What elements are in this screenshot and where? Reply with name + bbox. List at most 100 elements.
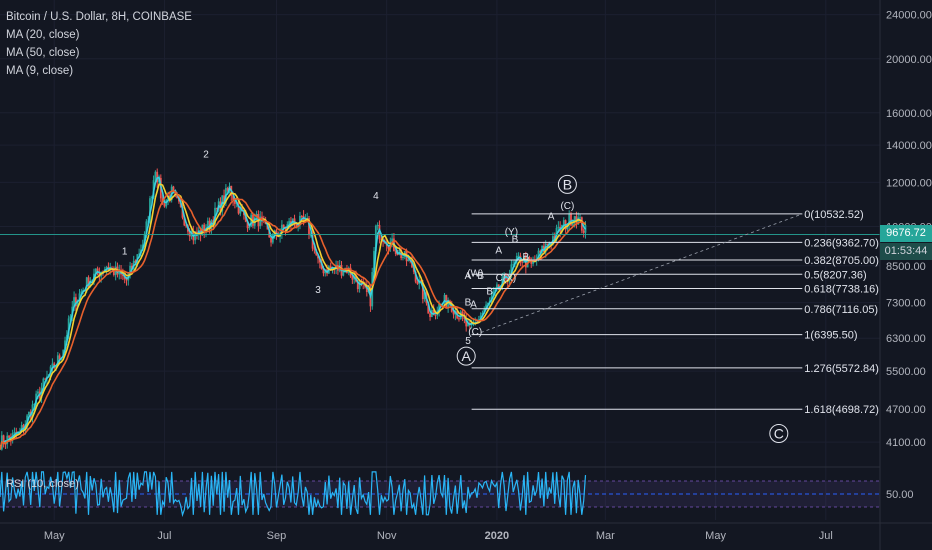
wave-label: A [548,211,555,222]
wave-label: 5 [465,336,471,347]
candle-body [268,229,271,238]
candle-body [568,213,571,225]
candle-body [356,281,359,290]
price-tick-label: 20000.00 [886,54,932,66]
candle-body [129,265,132,274]
candle-body [530,260,533,264]
candle-body [421,282,424,300]
candle-body [78,293,81,301]
candle-body [138,253,141,255]
candle-body [121,274,124,276]
candle-body [320,262,323,269]
circled-wave-label: C [774,425,784,441]
candle-body [280,224,283,234]
candle-body [501,276,504,287]
moving-average-lines [0,176,880,450]
fib-level-label: 1.618(4698.72) [804,404,879,416]
wave-label: 1 [122,247,128,258]
candle-body [373,250,375,273]
wave-label: A [495,245,502,256]
candle-body [351,276,354,280]
candle-body [37,391,39,394]
wave-label: (C) [560,201,574,212]
candle-body [80,291,83,294]
candle-body [407,259,410,262]
candle-body [217,201,220,209]
wave-label: B [512,235,519,246]
candle-body [528,257,531,261]
candle-body [391,238,394,242]
time-tick-label: 2020 [485,530,509,542]
candle-body [73,297,75,307]
candle-body [44,378,47,380]
candle-body [6,435,9,445]
time-tick-label: Mar [596,530,615,542]
candle-body [322,268,325,274]
candle-body [416,281,419,284]
fib-level-label: 0.5(8207.36) [804,269,866,281]
candle-body [432,309,435,315]
candle-body [503,273,506,277]
wave-label: B [477,271,484,282]
candle-body [76,300,79,307]
candle-body [317,255,319,259]
candle-body [427,303,430,314]
rsi-legend[interactable]: RSI (10, close) [6,478,79,490]
time-tick-label: Nov [377,530,397,542]
candle-body [261,216,263,220]
candle-body [64,340,66,350]
candle-body [8,435,10,438]
candle-body [299,215,301,226]
candle-body [293,218,296,224]
time-axis[interactable]: May Jul Sep Nov 2020 Mar May Jul [0,522,932,542]
candle-body [60,359,63,361]
candle-body [239,206,242,214]
candle-body [284,227,287,230]
countdown-tag: 01:53:44 [880,243,932,261]
rsi-line [0,471,587,518]
ma9-legend[interactable]: MA (9, close) [6,65,74,77]
candle-body [20,425,23,432]
candle-body [302,216,305,222]
candle-body [145,221,148,235]
candle-body [300,215,303,217]
candle-body [447,300,450,307]
candle-body [394,251,397,254]
candle-body [376,224,379,226]
fib-level-label: 1(6395.50) [804,330,857,342]
candle-body [232,195,235,200]
candle-body [521,261,524,263]
wave-label: (C) [468,327,482,338]
candle-body [452,311,455,315]
fib-trend-line [475,213,803,335]
candle-body [485,304,487,310]
candle-body [329,266,332,269]
candle-body [295,223,298,227]
ma20-legend[interactable]: MA (20, close) [6,29,80,41]
ma50-legend[interactable]: MA (50, close) [6,47,80,59]
candle-body [154,171,157,181]
candle-body [67,318,70,336]
candle-body [450,304,453,312]
candle-body [443,294,446,304]
candle-body [510,264,513,275]
symbol-title[interactable]: Bitcoin / U.S. Dollar, 8H, COINBASE [6,11,192,23]
ma50-line [0,189,586,450]
candle-body [512,264,515,266]
fib-level-label: 0.236(9362.70) [804,237,879,249]
candle-body [396,253,399,255]
candle-body [56,355,59,366]
wave-label: 4 [373,191,379,202]
candle-body [42,378,45,389]
candle-body [526,257,529,268]
candle-body [185,225,188,227]
fib-level-label: 0.618(7738.16) [804,283,879,295]
time-tick-label: Jul [819,530,833,542]
fib-level-label: 1.276(5572.84) [804,363,879,375]
candle-body [248,226,251,229]
candle-body [515,255,518,262]
candle-body [571,221,574,226]
